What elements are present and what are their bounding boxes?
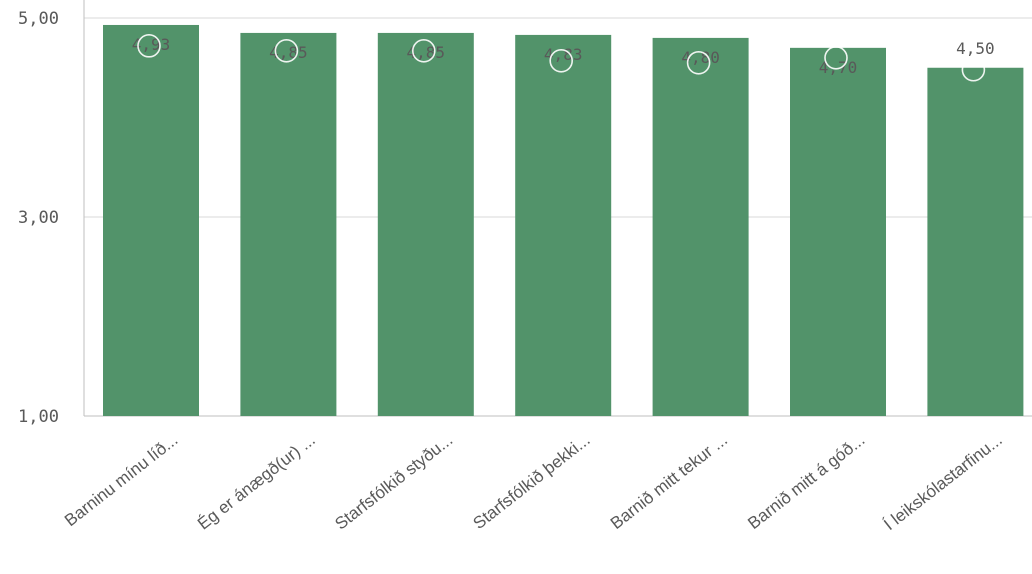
- y-tick-label: 1,00: [18, 407, 59, 427]
- bar: [103, 25, 199, 416]
- x-category-label: Starfsfólkið þekki...: [470, 430, 594, 533]
- y-tick-label: 5,00: [18, 9, 59, 29]
- bar: [653, 38, 749, 416]
- bar-value-label: 4,50: [956, 39, 995, 58]
- x-category-label: Barnið mitt á góð...: [744, 430, 868, 533]
- x-category-label: Barninu mínu líð...: [61, 430, 181, 530]
- bar: [378, 33, 474, 416]
- x-category-label: Barnið mitt tekur ...: [607, 430, 731, 533]
- bar: [240, 33, 336, 416]
- bar: [515, 35, 611, 416]
- x-category-label: Ég er ánægð(ur) ...: [194, 430, 319, 533]
- bar: [790, 48, 886, 416]
- x-category-label: Í leikskólastarfinu...: [880, 430, 1006, 534]
- bar-value-label: 4,70: [819, 58, 858, 77]
- x-category-label: Starfsfólkið styðu...: [331, 430, 456, 533]
- bar: [927, 68, 1023, 416]
- y-tick-label: 3,00: [18, 208, 59, 228]
